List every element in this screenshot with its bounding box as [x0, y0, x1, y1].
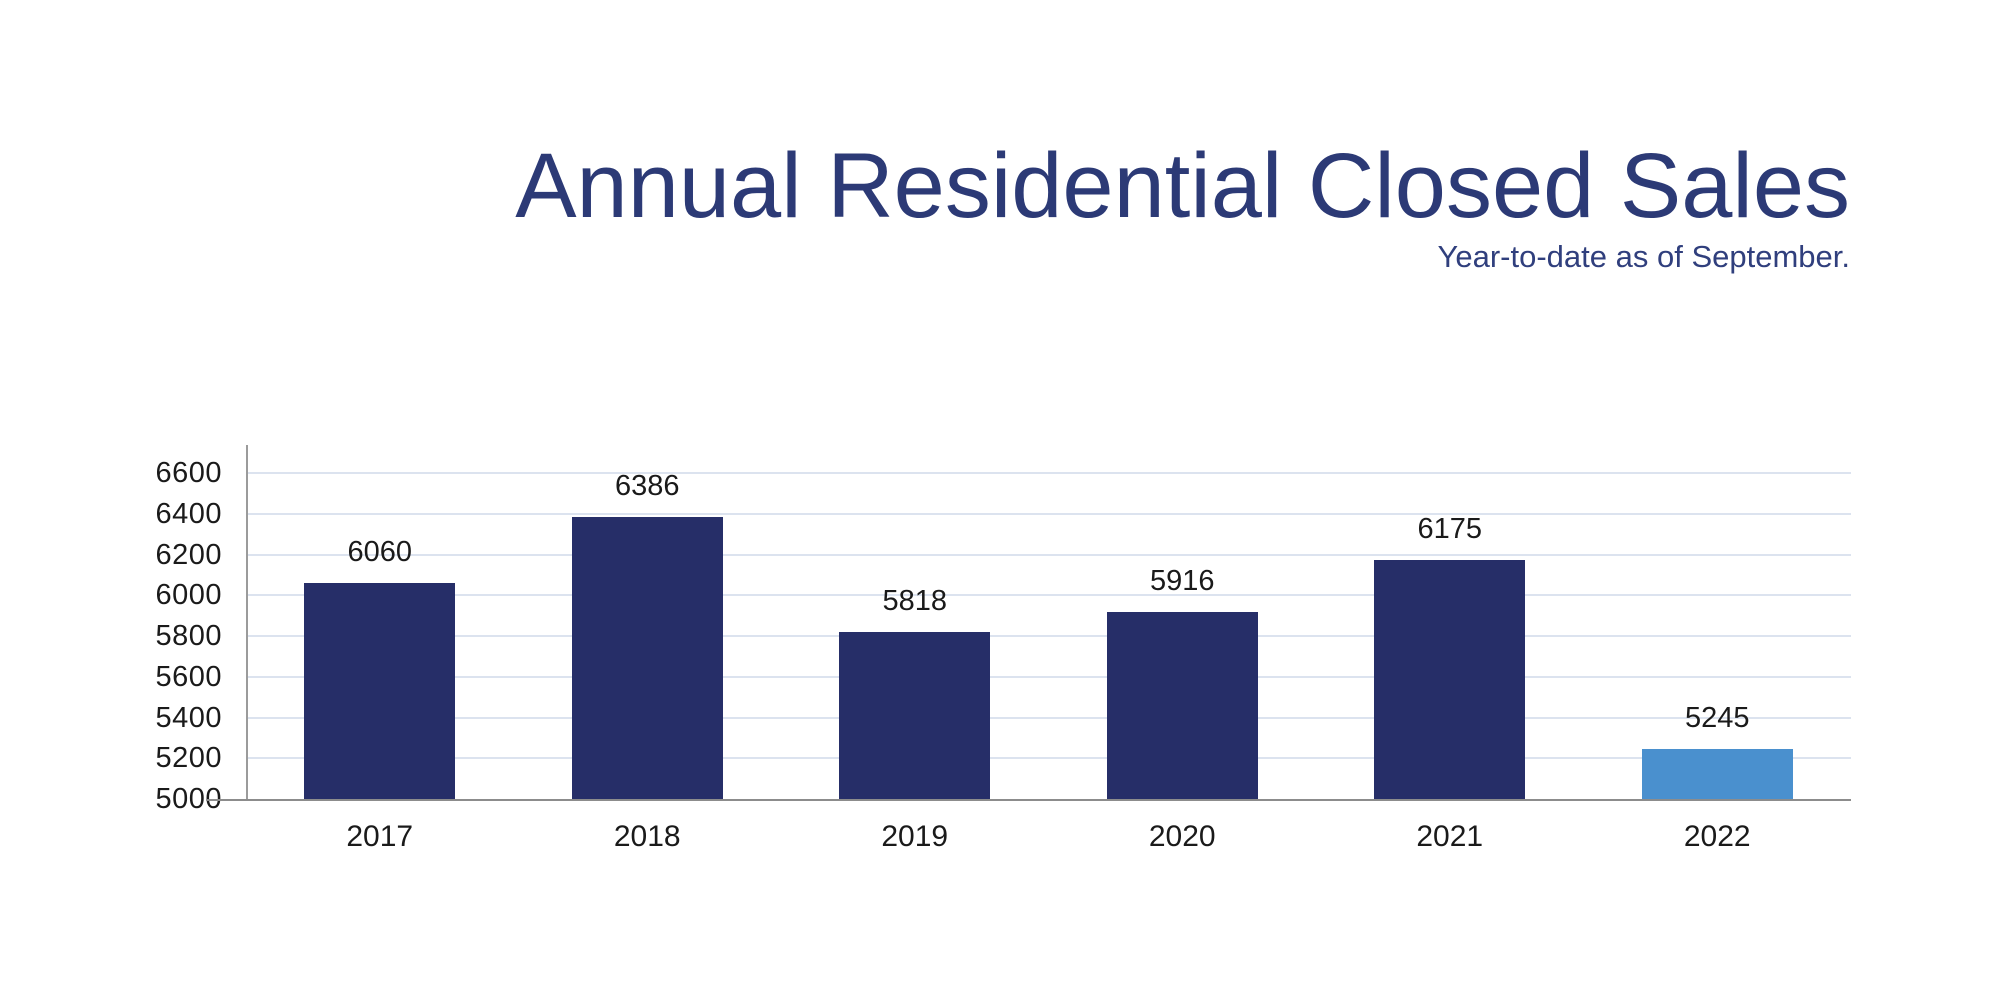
x-tick-label: 2020 [1148, 820, 1216, 853]
bar-value-label: 5818 [882, 585, 947, 618]
gridline [246, 675, 1851, 678]
bar-2020 [1106, 612, 1258, 799]
chart-title: Annual Residential Closed Sales [515, 135, 1850, 237]
x-axis-line [206, 799, 1851, 801]
gridline [246, 635, 1851, 637]
y-tick-label: 5600 [155, 660, 222, 693]
bar-2017 [304, 583, 456, 799]
x-tick-label: 2021 [1416, 820, 1484, 853]
gridline [246, 716, 1851, 719]
y-tick-label: 5800 [155, 620, 222, 652]
gridline [246, 553, 1851, 556]
bar-2022 [1641, 749, 1793, 799]
bar-value-label: 5245 [1684, 702, 1750, 735]
bar-value-label: 6175 [1417, 512, 1482, 545]
bar-2019 [839, 632, 991, 799]
bar-2021 [1374, 559, 1526, 799]
x-tick-label: 2018 [613, 820, 681, 853]
gridline [246, 757, 1851, 760]
chart-subtitle: Year-to-date as of September. [1437, 239, 1850, 274]
gridline [246, 472, 1851, 474]
y-tick-label: 5000 [155, 783, 222, 815]
y-tick-label: 6200 [155, 538, 222, 571]
gridline [246, 594, 1851, 597]
bar-value-label: 6386 [614, 469, 680, 502]
y-tick-label: 6600 [155, 457, 222, 489]
x-tick-label: 2019 [881, 820, 949, 853]
y-tick-label: 6400 [155, 497, 222, 530]
y-tick-label: 5200 [155, 742, 222, 775]
y-axis-line [246, 445, 248, 799]
gridline [246, 512, 1851, 515]
x-tick-label: 2017 [346, 820, 414, 853]
y-tick-label: 5400 [155, 701, 222, 734]
x-tick-label: 2022 [1683, 820, 1751, 853]
y-tick-label: 6000 [155, 579, 222, 612]
bar-value-label: 6060 [347, 536, 412, 569]
bar-value-label: 5916 [1149, 565, 1215, 598]
bar-2018 [571, 516, 723, 799]
